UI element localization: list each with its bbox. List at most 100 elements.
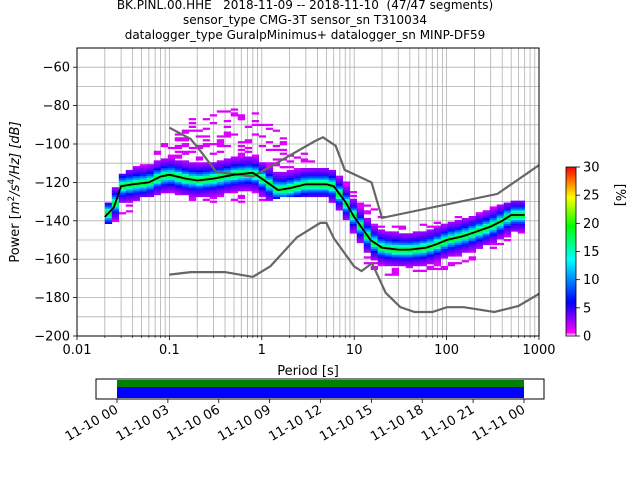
density-cell (517, 216, 525, 219)
density-cell (251, 166, 260, 169)
density-cell (356, 202, 365, 205)
density-cell (503, 221, 511, 224)
density-cell (272, 189, 281, 192)
density-cell (468, 225, 477, 228)
y-axis: −60 −80 −100 −120 −140 −160 −180 −200 (34, 61, 77, 345)
density-cell (202, 144, 211, 148)
density-cell (496, 214, 504, 217)
density-cell (503, 208, 511, 211)
density-cell (160, 169, 169, 173)
density-cell (251, 175, 260, 178)
density-cell (447, 242, 456, 246)
density-cell (398, 256, 407, 259)
density-cell (335, 206, 344, 209)
density-cell (328, 183, 337, 186)
density-cell (230, 181, 239, 184)
density-cell (391, 246, 400, 249)
density-cell (237, 160, 246, 163)
density-cell (265, 187, 274, 190)
density-cell (412, 244, 421, 248)
density-cell (251, 156, 260, 159)
density-cell (167, 164, 176, 167)
density-cell (174, 171, 183, 175)
density-cell (482, 233, 490, 236)
density-cell (447, 248, 456, 251)
density-cell (405, 240, 414, 244)
density-cell (286, 183, 295, 186)
density-cell (503, 202, 511, 205)
density-cell (370, 248, 379, 251)
density-cell (482, 231, 490, 234)
density-cell (188, 173, 197, 176)
density-cell (342, 198, 351, 201)
density-cell (265, 189, 274, 192)
density-cell (370, 262, 379, 265)
density-cell (328, 200, 337, 203)
density-cell (356, 214, 365, 217)
density-cell (132, 189, 141, 192)
density-cell (370, 235, 379, 238)
density-cell (433, 254, 442, 257)
nlnm-curve (169, 221, 539, 314)
density-cell (153, 168, 162, 171)
density-cell (286, 169, 295, 173)
density-cell (496, 206, 504, 209)
density-cell (251, 181, 260, 184)
density-cell (188, 192, 197, 196)
density-cell (132, 185, 141, 188)
density-cell (167, 185, 176, 188)
density-cell (118, 179, 127, 182)
density-cell (349, 210, 358, 213)
density-cell (307, 177, 316, 180)
density-cell (286, 181, 295, 184)
density-cell (125, 171, 134, 175)
density-cell (496, 242, 504, 246)
density-cell (370, 227, 379, 230)
density-cell (342, 204, 351, 207)
density-cell (230, 166, 239, 169)
density-cell (440, 233, 449, 236)
x-tick-label: 1000 (522, 343, 555, 358)
nhnm-curve (168, 126, 539, 220)
density-cell (230, 185, 239, 188)
density-cell (468, 216, 477, 219)
density-cell (174, 154, 183, 157)
density-cell (286, 171, 295, 175)
density-cell (314, 179, 323, 182)
density-cell (125, 200, 134, 203)
density-cell (307, 171, 316, 175)
density-cell (230, 133, 239, 136)
density-cell (216, 177, 225, 180)
density-cell (293, 183, 302, 186)
density-cell (307, 187, 316, 190)
density-cell (160, 175, 169, 178)
density-cell (237, 196, 246, 200)
density-cell (174, 173, 183, 176)
density-cell (426, 233, 435, 236)
density-cell (496, 204, 504, 207)
density-cell (118, 175, 127, 178)
density-cell (475, 219, 483, 223)
density-cell (496, 231, 504, 234)
colorbar-gradient (565, 166, 577, 337)
density-cell (104, 214, 113, 217)
density-cell (237, 194, 246, 198)
colorbar-tick-label: 20 (583, 217, 600, 232)
density-cell (230, 158, 239, 161)
density-cell (363, 250, 372, 253)
density-cell (468, 237, 477, 240)
density-cell (398, 235, 407, 238)
density-cell (251, 158, 260, 161)
density-cell (363, 237, 372, 240)
density-cell (230, 112, 239, 115)
x-axis-label: Period [s] (277, 364, 339, 379)
density-cell (447, 244, 456, 248)
density-cell (244, 179, 253, 182)
density-cell (286, 189, 295, 192)
density-cell (447, 233, 456, 236)
density-cell (111, 187, 120, 190)
density-cell (272, 173, 281, 176)
density-cell (405, 260, 414, 263)
density-cell (104, 221, 113, 224)
density-cell (335, 196, 344, 200)
